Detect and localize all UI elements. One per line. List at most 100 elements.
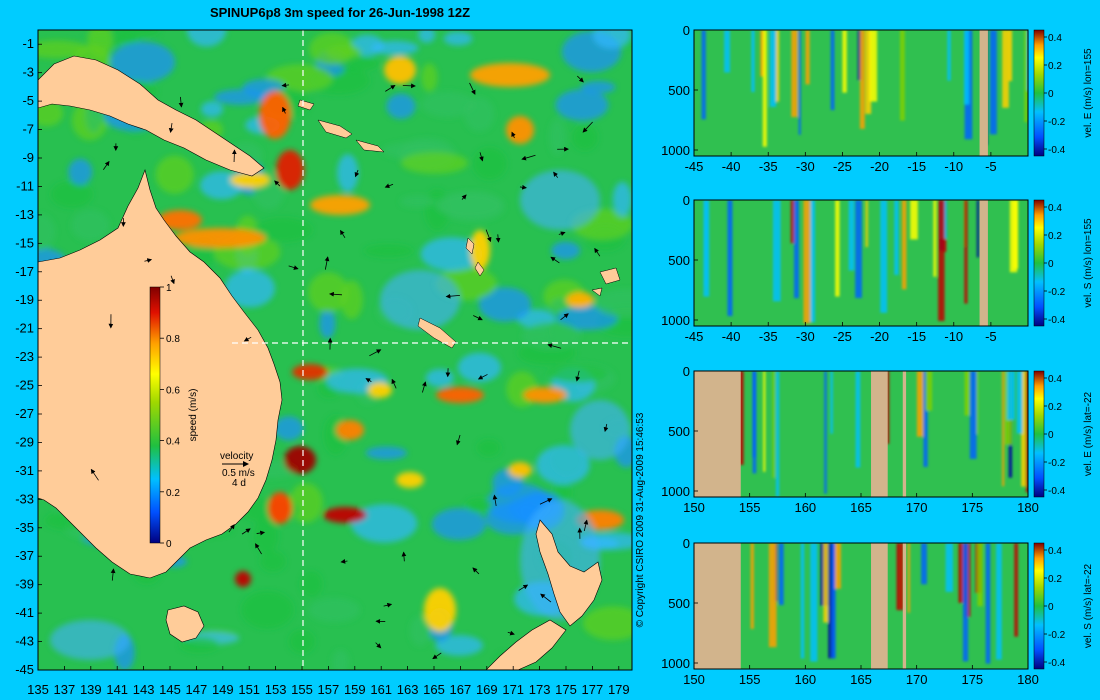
section-x-tick-label: -40 [722, 159, 741, 174]
speed-patch [200, 101, 224, 117]
speed-patch [300, 571, 323, 597]
section-colorbar-tick-label: 0.2 [1048, 231, 1062, 242]
section-x-tick-label: 180 [1017, 500, 1039, 515]
speed-patch [253, 217, 313, 243]
velocity-stripe [962, 543, 969, 662]
section-y-tick-label: 0 [683, 364, 690, 379]
colorbar-label: speed (m/s) [188, 389, 199, 442]
speed-patch [555, 89, 609, 121]
speed-patch [308, 597, 360, 623]
velocity-stripe [947, 30, 951, 81]
lon-tick-label: 135 [27, 682, 49, 697]
velocity-arrow [558, 231, 566, 237]
lat-tick-label: -37 [15, 548, 34, 563]
speed-patch [549, 118, 566, 156]
velocity-stripe [810, 543, 818, 662]
lat-tick-label: -1 [22, 36, 34, 51]
velocity-arrow [461, 194, 467, 200]
lat-tick-label: -31 [15, 463, 34, 478]
velocity-stripe [824, 371, 827, 494]
velocity-stripe [985, 543, 991, 664]
section-colorbar-tick-label: 0.2 [1048, 574, 1062, 585]
velocity-arrow [255, 543, 262, 555]
lon-tick-label: 155 [291, 682, 313, 697]
section-y-tick-label: 1000 [661, 143, 690, 158]
lat-tick-label: -7 [22, 122, 34, 137]
fast-current-patch [436, 387, 484, 403]
velocity-stripe [1024, 30, 1028, 123]
velocity-stripe [830, 371, 833, 434]
speed-patch [582, 606, 632, 641]
speed-patch [68, 158, 93, 186]
velocity-stripe [778, 543, 784, 606]
velocity-stripe [790, 200, 795, 244]
speed-patch [421, 91, 476, 118]
slow-current-patch [570, 400, 630, 460]
speed-patch [435, 192, 503, 218]
lon-tick-label: 141 [106, 682, 128, 697]
fiji-islands [591, 267, 621, 297]
lon-tick-label: 179 [608, 682, 630, 697]
fast-current-patch [508, 462, 532, 478]
section-x-tick-label: 175 [961, 500, 983, 515]
speed-patch [457, 352, 502, 383]
velocity-stripe [964, 200, 968, 304]
velocity-stripe [855, 371, 861, 468]
fast-current-patch [158, 210, 202, 230]
section-colorbar-tick-label: 0.4 [1048, 33, 1062, 44]
section-y-tick-label: 1000 [661, 313, 690, 328]
velocity-stripe [1014, 543, 1019, 637]
section-x-tick-label: -25 [833, 159, 852, 174]
speed-patch [71, 209, 110, 242]
section-colorbar [1033, 29, 1045, 157]
velocity-arrow [401, 551, 407, 562]
section-frame [693, 29, 1029, 157]
velocity-stripe [848, 200, 855, 271]
section-x-tick-label: 155 [739, 672, 761, 687]
velocity-stripe [772, 371, 775, 478]
section-colorbar-label: vel. S (m/s) lon=155 [1083, 218, 1094, 308]
section-x-tick-label: 180 [1017, 672, 1039, 687]
section-panel-1: -45 -40 -35 -30 -25 -20 -15 -10 -5 0 500 1000 0.4 0.2… [661, 23, 1094, 174]
map-lon-ticks: 135 137 139 141 143 145 147 149 151 153 155 157 159 1… [27, 666, 630, 697]
velocity-stripe [1008, 30, 1013, 82]
section-colorbar-tick-label: -0.4 [1048, 486, 1066, 497]
velocity-stripe [923, 371, 928, 467]
speed-patch [551, 241, 581, 260]
velocity-stripe [760, 30, 765, 77]
speed-patch [594, 289, 632, 318]
velocity-arrow [228, 524, 235, 533]
lon-tick-label: 159 [344, 682, 366, 697]
new-zealand-south-island [485, 619, 567, 670]
lat-tick-label: -27 [15, 406, 34, 421]
velocity-stripe [776, 30, 780, 102]
velocity-arrow [473, 315, 483, 321]
velocity-arrow [90, 468, 99, 481]
velocity-arrow [477, 374, 488, 380]
velocity-stripe [794, 200, 799, 299]
section-land [871, 543, 888, 669]
slow-current-patch [520, 170, 600, 230]
fast-current-patch [566, 292, 594, 308]
speed-patch [224, 269, 275, 308]
lat-tick-label: -9 [22, 150, 34, 165]
speed-patch [186, 30, 227, 47]
velocity-arrow [340, 229, 346, 239]
section-colorbar-tick-label: -0.2 [1048, 287, 1066, 298]
speed-patch [400, 195, 436, 208]
copyright-text: © Copyright CSIRO 2009 31-Aug-2009 15:46… [635, 412, 646, 627]
velocity-arrow [288, 265, 299, 270]
fast-current-patch [284, 446, 316, 474]
velocity-stripe [996, 543, 1002, 660]
section-frame [693, 199, 1029, 327]
lon-tick-label: 175 [555, 682, 577, 697]
section-colorbar-tick-label: 0 [1048, 89, 1054, 100]
velocity-arrow [432, 652, 442, 660]
section-x-tick-label: -45 [685, 329, 704, 344]
section-y-tick-label: 1000 [661, 656, 690, 671]
section-x-tick-label: -20 [870, 329, 889, 344]
velocity-stripe [896, 543, 904, 611]
fast-current-patch [230, 172, 270, 188]
speed-patch [409, 615, 431, 647]
